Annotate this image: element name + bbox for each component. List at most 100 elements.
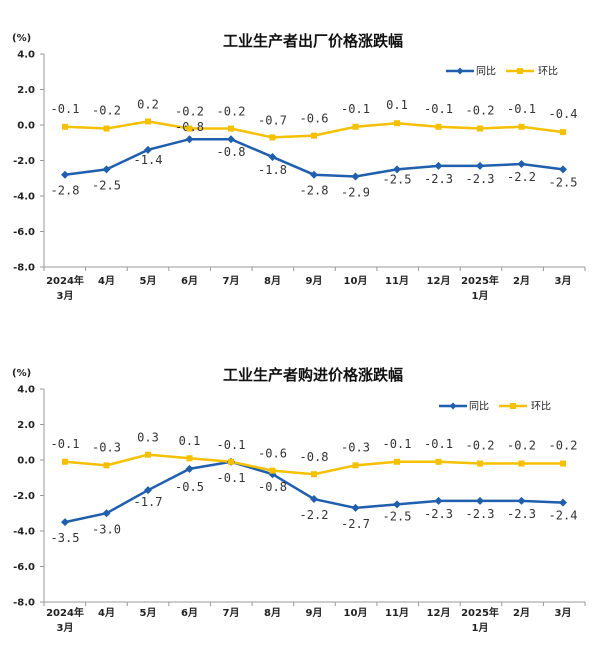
x-tick-label: 5月 (140, 275, 157, 287)
mom-point (145, 118, 151, 125)
x-tick-label: 10月 (344, 607, 368, 619)
chart-1: 工业生产者出厂价格涨跌幅 (%) 4.0 2.0 0.0 -2.0 -4.0 -6.0 -8.0… (12, 32, 586, 302)
yoy-point (185, 135, 194, 144)
mom-point (560, 460, 566, 467)
yoy-point (102, 509, 111, 518)
mom-point (145, 451, 151, 458)
mom-data-label: -0.4 (549, 107, 578, 121)
x-tick-label-line2: 1月 (472, 290, 489, 302)
x-tick-label: 8月 (264, 275, 281, 287)
y-tick-label: -6.0 (13, 562, 35, 573)
yoy-data-label: -2.5 (549, 175, 578, 189)
legend-label-mom: 环比 (538, 66, 558, 78)
legend-label-yoy: 同比 (476, 66, 496, 78)
mom-point (477, 460, 483, 467)
x-tick-label: 4月 (98, 607, 115, 619)
mom-point (103, 462, 110, 469)
y-tick-label: 2.0 (17, 420, 35, 431)
y-tick-label: 0.0 (17, 456, 35, 467)
yoy-data-label: -2.3 (424, 172, 453, 186)
mom-data-label: -0.2 (217, 105, 246, 119)
y-tick-label: 2.0 (17, 85, 35, 96)
mom-data-label: 0.2 (137, 97, 159, 111)
mom-point (269, 467, 276, 474)
yoy-point (61, 170, 69, 179)
mom-data-label: 0.3 (137, 431, 159, 445)
x-tick-label: 7月 (223, 275, 240, 287)
y-tick-label: 4.0 (17, 385, 35, 396)
yoy-point (434, 496, 443, 505)
x-tick-label-line2: 1月 (472, 622, 489, 634)
x-tick-label: 2月 (513, 607, 530, 619)
yoy-data-label: -2.8 (300, 184, 329, 198)
mom-data-label: -0.6 (258, 447, 287, 461)
legend-marker-mom (517, 68, 523, 74)
x-tick-label: 11月 (385, 607, 409, 619)
yoy-data-label: -1.4 (134, 153, 163, 167)
x-tick-label: 3月 (555, 607, 572, 619)
yoy-data-label: -3.0 (92, 522, 121, 536)
yoy-point (61, 518, 69, 527)
x-tick-label: 12月 (427, 275, 451, 287)
yoy-data-label: -0.5 (175, 480, 204, 494)
yoy-point (185, 464, 194, 473)
mom-data-label: -0.2 (175, 105, 204, 119)
yoy-data-label: -2.3 (424, 507, 453, 521)
yoy-data-label: -2.7 (341, 517, 370, 531)
x-tick-label-line2: 3月 (57, 290, 74, 302)
mom-data-label: -0.2 (549, 439, 578, 453)
mom-data-label: -0.1 (424, 437, 453, 451)
y-axis-unit: (%) (12, 368, 31, 379)
legend: 同比 环比 (446, 66, 558, 78)
legend-marker-yoy (449, 402, 457, 410)
yoy-data-label: -2.3 (466, 507, 495, 521)
mom-point (311, 132, 317, 139)
legend-marker-mom (510, 403, 516, 409)
yoy-data-label: -0.8 (258, 480, 287, 494)
x-tick-label: 2025年 (461, 274, 499, 287)
yoy-point (517, 496, 526, 505)
x-tick-label: 12月 (427, 607, 451, 619)
x-tick-label: 2月 (513, 275, 530, 287)
mom-point (435, 458, 442, 465)
legend: 同比 环比 (439, 401, 551, 413)
y-tick-label: -6.0 (13, 227, 35, 238)
mom-point (186, 125, 193, 132)
mom-data-label: -0.2 (466, 104, 495, 118)
mom-point (560, 129, 566, 136)
mom-point (435, 123, 442, 130)
x-tick-label: 9月 (306, 275, 323, 287)
legend-label-yoy: 同比 (469, 401, 489, 413)
mom-data-label: -0.8 (300, 450, 329, 464)
yoy-data-label: -2.4 (549, 509, 578, 523)
y-tick-label: -8.0 (13, 263, 35, 274)
yoy-data-label: -0.8 (217, 145, 246, 159)
yoy-data-label: -1.8 (258, 163, 287, 177)
yoy-data-label: -1.7 (134, 495, 163, 509)
x-tick-label: 8月 (264, 607, 281, 619)
chart-title: 工业生产者购进价格涨跌幅 (223, 366, 403, 384)
mom-point (186, 455, 193, 462)
x-tick-label-line2: 3月 (57, 622, 74, 634)
mom-data-label: -0.3 (341, 440, 370, 454)
yoy-point (102, 165, 111, 174)
x-tick-label: 6月 (181, 607, 198, 619)
mom-data-label: 0.1 (179, 434, 201, 448)
x-tick-label: 11月 (385, 275, 409, 287)
mom-data-label: -0.1 (217, 438, 246, 452)
y-tick-label: -2.0 (13, 491, 35, 502)
chart-2: 工业生产者购进价格涨跌幅 (%) 4.0 2.0 0.0 -2.0 -4.0 -6.0 -8.0… (12, 366, 586, 634)
mom-point (62, 123, 68, 130)
yoy-point (310, 170, 318, 179)
mom-point (269, 134, 276, 141)
mom-data-label: -0.1 (383, 437, 412, 451)
mom-data-label: 0.1 (386, 98, 408, 112)
yoy-data-label: -2.2 (300, 508, 329, 522)
x-tick-label: 2025年 (461, 606, 499, 619)
y-tick-label: -4.0 (13, 192, 35, 203)
y-axis-unit: (%) (12, 33, 31, 44)
x-tick-label: 3月 (555, 275, 572, 287)
y-tick-label: 4.0 (17, 50, 35, 61)
mom-point (394, 120, 400, 127)
